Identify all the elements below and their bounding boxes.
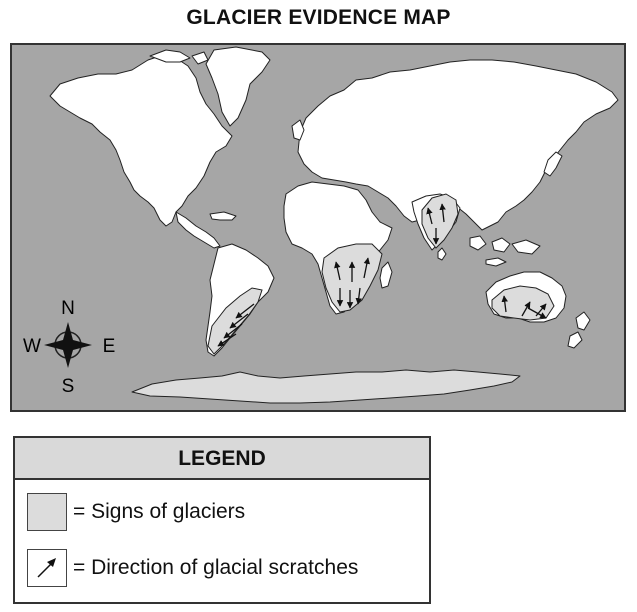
scratch-arrow: [334, 261, 341, 281]
compass-east-label: E: [103, 336, 116, 357]
scratch-arrow: [426, 207, 433, 225]
scratch-arrow: [355, 287, 362, 305]
sri-lanka: [437, 247, 447, 261]
compass-west-label: W: [23, 336, 41, 357]
scratch-arrow: [439, 203, 446, 223]
british-isles: [291, 119, 305, 141]
scratch-arrow: [521, 301, 531, 317]
compass-rose: N S W E: [23, 298, 115, 397]
legend-item-scratch-direction: = Direction of glacial scratches: [27, 548, 358, 588]
scratch-arrow: [527, 307, 547, 319]
japan: [543, 151, 563, 177]
arctic-islands: [149, 49, 209, 65]
glacier-area-australia: [491, 285, 555, 321]
eurasia: [297, 59, 619, 231]
legend-box: LEGEND = Signs of glaciers = Direction o…: [13, 436, 431, 604]
compass-south-label: S: [62, 376, 75, 397]
greenland: [205, 46, 271, 127]
southeast-asia-islands: [469, 235, 541, 267]
map-title: GLACIER EVIDENCE MAP: [186, 6, 451, 29]
antarctica: [131, 369, 521, 404]
new-zealand: [567, 311, 591, 349]
compass-north-label: N: [61, 298, 75, 319]
madagascar: [379, 261, 393, 289]
scratch-arrow: [363, 257, 371, 279]
scratch-arrow: [235, 303, 255, 319]
legend-heading: LEGEND: [15, 438, 429, 480]
central-america: [175, 211, 221, 249]
glacier-area-swatch: [27, 493, 67, 531]
scratch-arrow: [501, 295, 508, 313]
arrow-icon: [27, 549, 67, 587]
caribbean-islands: [209, 211, 237, 221]
scratch-arrow: [229, 313, 249, 329]
legend-label: = Signs of glaciers: [73, 500, 246, 523]
legend-label: = Direction of glacial scratches: [73, 556, 359, 579]
scratch-arrow: [223, 323, 243, 339]
legend-item-glacier-signs: = Signs of glaciers: [27, 492, 245, 532]
scratch-arrow: [217, 333, 237, 347]
glacier-area-south-america: [207, 287, 263, 355]
compass-star: [44, 322, 92, 368]
